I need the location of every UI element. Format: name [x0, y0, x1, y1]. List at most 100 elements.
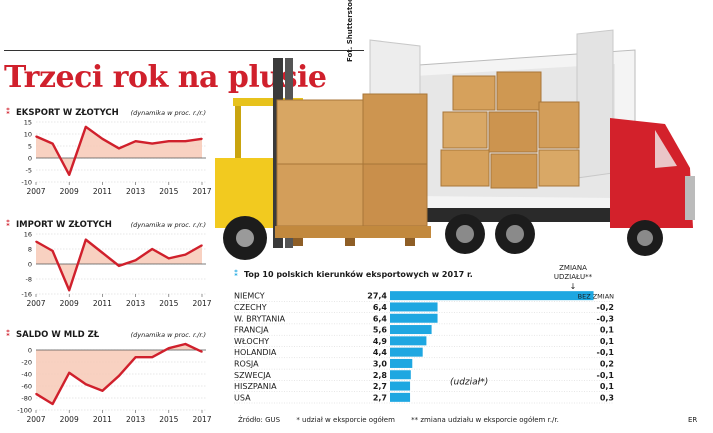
chart-marker-icon: ⁑ [6, 218, 10, 228]
y-tick-label: -5 [26, 167, 32, 175]
data-point [168, 347, 170, 349]
value-label: 6,4 [373, 314, 388, 323]
data-point [51, 403, 54, 405]
bar [390, 370, 411, 380]
area-fill [36, 126, 202, 175]
bar [390, 336, 427, 346]
data-point [101, 390, 104, 392]
bar [390, 358, 413, 368]
data-point [51, 142, 54, 145]
truck-forklift-illustration [215, 29, 695, 260]
data-point [101, 138, 104, 140]
x-tick-label: 2011 [93, 187, 112, 196]
data-point [184, 343, 187, 345]
data-point [151, 356, 153, 358]
export-chart: ⁑ EKSPORT W ZŁOTYCH (dynamika w proc. r./r… [6, 106, 212, 196]
footer: Źródło: GUS * udział w eksporcie ogółem … [238, 416, 573, 424]
side-header-line1: ZMIANA [559, 264, 587, 272]
chart-marker-icon: ⁑ [234, 268, 238, 278]
category-label: ROSJA [234, 359, 259, 368]
category-label: CZECHY [234, 303, 267, 312]
change-value: 0,1 [600, 337, 615, 346]
x-tick-label: 2017 [192, 299, 211, 308]
data-point [184, 140, 187, 142]
down-arrow-icon: ↓ [570, 282, 577, 291]
data-point [168, 140, 170, 142]
footnote-change: ** zmiana udziału w eksporcie ogółem r./… [411, 416, 559, 424]
y-tick-label: -40 [21, 371, 32, 379]
category-label: USA [234, 393, 251, 402]
data-point [85, 383, 87, 385]
data-point [118, 147, 120, 150]
x-tick-label: 2007 [26, 299, 45, 308]
chart-subtitle: (dynamika w proc. r./r.) [131, 109, 206, 117]
x-tick-label: 2017 [192, 415, 211, 424]
bar [390, 347, 423, 357]
data-point [68, 174, 70, 176]
y-tick-label: -8 [26, 276, 32, 284]
value-label: 2,7 [373, 382, 387, 391]
category-label: HISZPANIA [234, 382, 277, 391]
x-tick-label: 2011 [93, 415, 112, 424]
bar [390, 313, 438, 323]
y-tick-label: 15 [24, 119, 32, 127]
y-tick-label: 0 [28, 261, 32, 269]
chart-marker-icon: ⁑ [6, 328, 10, 338]
y-tick-label: -16 [21, 291, 32, 299]
y-tick-label: 10 [24, 131, 32, 139]
data-point [85, 238, 87, 241]
y-tick-label: -10 [21, 179, 32, 187]
x-tick-label: 2013 [126, 187, 145, 196]
value-label: 6,4 [373, 303, 388, 312]
value-label: 2,7 [373, 393, 387, 402]
side-header-line2: UDZIAŁU** [554, 273, 593, 281]
x-tick-label: 2015 [159, 187, 178, 196]
x-tick-label: 2011 [93, 299, 112, 308]
data-point [201, 138, 203, 140]
source-note: Źródło: GUS [238, 416, 281, 424]
data-point [151, 248, 153, 250]
x-tick-label: 2007 [26, 187, 45, 196]
chart-title: IMPORT W ZŁOTYCH [16, 220, 112, 230]
footnote-share: * udział w eksporcie ogółem [296, 416, 395, 424]
x-tick-label: 2015 [159, 299, 178, 308]
data-point [168, 257, 170, 260]
x-tick-label: 2009 [60, 187, 79, 196]
x-tick-label: 2007 [26, 415, 45, 424]
chart-title: EKSPORT W ZŁOTYCH [16, 108, 119, 118]
y-tick-label: -100 [17, 407, 32, 415]
change-value: -0,2 [597, 303, 615, 312]
change-value: -0,3 [597, 314, 615, 323]
data-point [51, 250, 54, 252]
bar [390, 325, 432, 335]
value-label: 2,8 [373, 371, 388, 380]
x-tick-label: 2013 [126, 415, 145, 424]
x-tick-label: 2009 [60, 299, 79, 308]
value-label: 4,9 [373, 337, 388, 346]
data-point [134, 356, 137, 358]
y-tick-label: -80 [21, 395, 32, 403]
data-point [118, 375, 120, 377]
chart-subtitle: (dynamika w proc. r./r.) [131, 331, 206, 339]
category-label: NIEMCY [234, 292, 265, 301]
data-point [201, 244, 203, 247]
top-rule [4, 50, 364, 51]
data-point [134, 140, 137, 142]
data-point [35, 135, 37, 138]
y-tick-label: 16 [24, 231, 32, 239]
y-tick-label: -20 [21, 359, 32, 367]
bar [390, 392, 411, 402]
change-value: -0,1 [597, 348, 615, 357]
bar [390, 381, 411, 391]
data-point [35, 393, 37, 395]
balance-chart: ⁑ SALDO W MLD ZŁ (dynamika w proc. r./r.) 0… [6, 328, 212, 424]
x-tick-label: 2013 [126, 299, 145, 308]
value-label: 3,0 [373, 359, 388, 368]
category-label: W. BRYTANIA [234, 314, 286, 323]
bar [390, 291, 594, 301]
y-tick-label: -60 [21, 383, 32, 391]
category-label: WŁOCHY [234, 337, 269, 346]
y-tick-label: 0 [28, 155, 32, 163]
change-value: -0,1 [597, 371, 615, 380]
import-chart: ⁑ IMPORT W ZŁOTYCH (dynamika w proc. r./r.… [6, 218, 212, 308]
